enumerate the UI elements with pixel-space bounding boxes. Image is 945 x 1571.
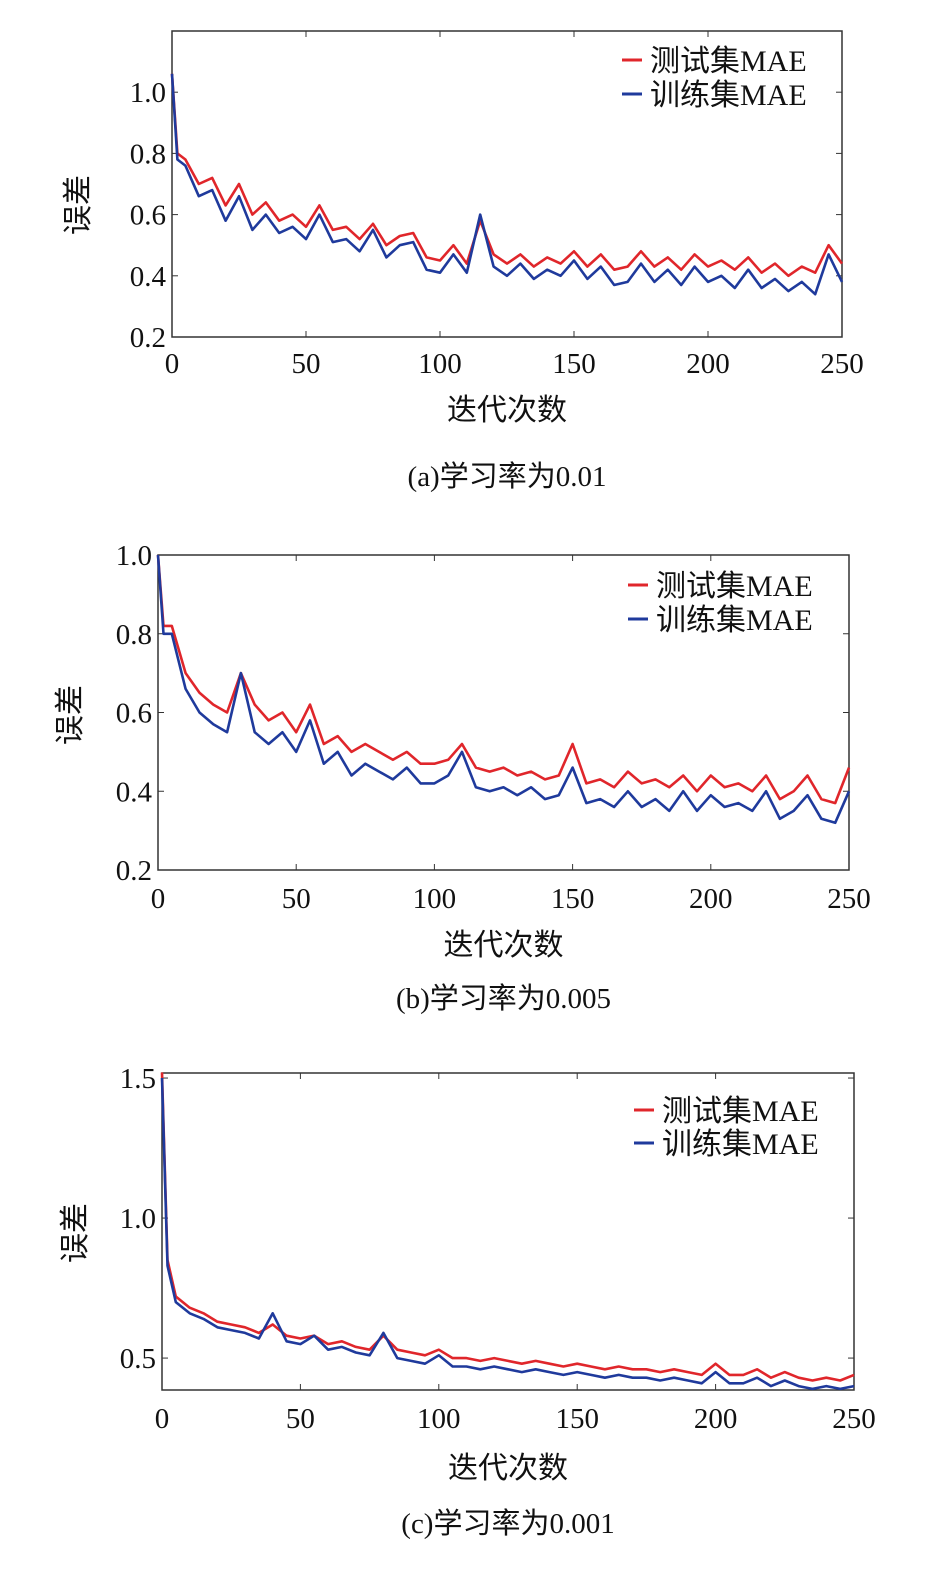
y-tick-label: 0.5: [120, 1343, 156, 1375]
x-tick-label: 150: [552, 348, 596, 380]
series-line-test-mae: [170, 73, 844, 278]
y-tick-label: 0.6: [130, 200, 166, 232]
y-axis-label: 误差: [54, 685, 87, 745]
y-axis-label: 误差: [59, 1203, 92, 1263]
legend-label: 测试集MAE: [662, 1095, 819, 1128]
series-line-train-mae: [170, 73, 844, 296]
x-tick-label: 100: [413, 883, 457, 915]
legend-label: 训练集MAE: [662, 1128, 819, 1161]
x-tick-label: 0: [165, 348, 180, 380]
y-tick-label: 1.0: [116, 540, 152, 572]
y-tick-label: 1.0: [120, 1203, 156, 1235]
plot-frame: [171, 30, 843, 338]
y-tick-label: 0.2: [116, 855, 152, 887]
x-axis-label: 迭代次数: [448, 1452, 568, 1485]
x-tick-label: 100: [418, 348, 462, 380]
x-tick-label: 200: [686, 348, 730, 380]
x-tick-label: 200: [694, 1403, 738, 1435]
chart-panel: 0 50 100 150 200 250 0.2 0.4 0.6 0.8 1.0 测试集MAE训练集M…: [62, 30, 864, 493]
x-tick-label: 50: [286, 1403, 315, 1435]
legend-label: 测试集MAE: [650, 45, 807, 78]
x-tick-label: 200: [689, 883, 733, 915]
x-axis-label: 迭代次数: [444, 929, 564, 962]
x-tick-label: 50: [292, 348, 321, 380]
y-tick-label: 1.5: [120, 1063, 156, 1095]
chart-panel: 0 50 100 150 200 250 0.2 0.4 0.6 0.8 1.0 测试集MAE训练集M…: [54, 540, 871, 1015]
y-tick-label: 0.4: [116, 776, 153, 808]
subplot-caption: (c)学习率为0.001: [401, 1507, 614, 1540]
x-tick-label: 150: [555, 1403, 599, 1435]
y-tick-label: 0.8: [116, 619, 152, 651]
x-tick-label: 50: [282, 883, 311, 915]
subplot-caption: (a)学习率为0.01: [408, 460, 607, 493]
series-line-test-mae: [160, 1072, 855, 1382]
x-tick-label: 150: [551, 883, 595, 915]
x-tick-label: 250: [827, 883, 871, 915]
x-axis-label: 迭代次数: [447, 394, 567, 427]
y-tick-label: 1.0: [130, 77, 166, 109]
y-tick-label: 0.4: [130, 261, 167, 293]
x-tick-label: 250: [832, 1403, 876, 1435]
series-line-train-mae: [160, 1077, 855, 1391]
y-tick-label: 0.2: [130, 322, 166, 354]
x-tick-label: 100: [417, 1403, 461, 1435]
series-line-train-mae: [156, 554, 851, 825]
subplot-caption: (b)学习率为0.005: [396, 982, 611, 1015]
plot-frame: [161, 1072, 855, 1391]
legend-label: 测试集MAE: [656, 570, 813, 603]
legend-label: 训练集MAE: [650, 79, 807, 112]
x-tick-label: 0: [151, 883, 166, 915]
y-tick-label: 0.8: [130, 138, 166, 170]
x-tick-label: 0: [155, 1403, 170, 1435]
legend-label: 训练集MAE: [656, 604, 813, 637]
y-axis-label: 误差: [62, 175, 95, 235]
y-tick-label: 0.6: [116, 698, 152, 730]
x-tick-label: 250: [820, 348, 864, 380]
series-line-test-mae: [156, 554, 851, 805]
